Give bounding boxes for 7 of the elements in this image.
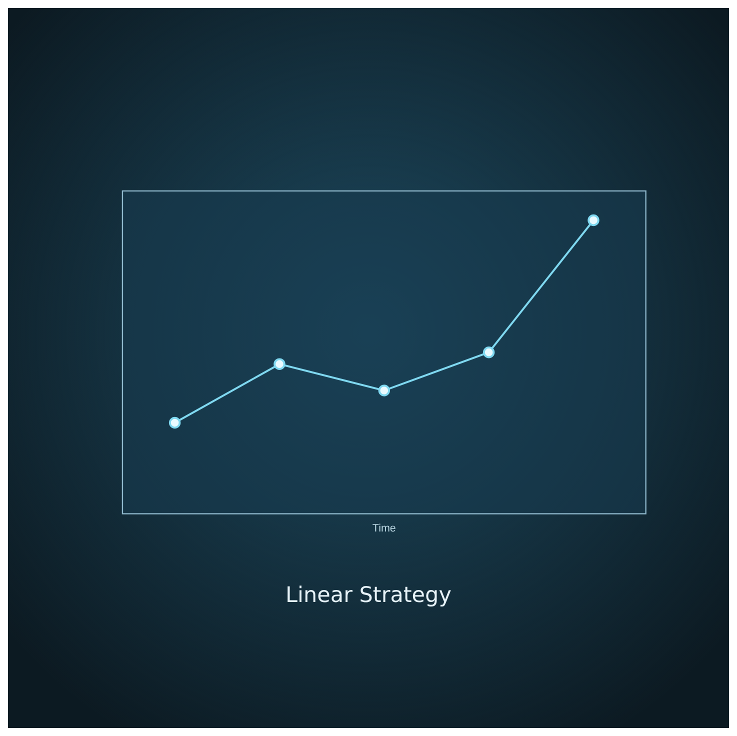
- point: [588, 214, 600, 226]
- point: [274, 358, 286, 370]
- text: Linear Strategy: [286, 582, 452, 608]
- point: [482, 346, 495, 358]
- point: [168, 416, 181, 429]
- x-axis-title: Time: [372, 522, 396, 534]
- point: [378, 384, 390, 396]
